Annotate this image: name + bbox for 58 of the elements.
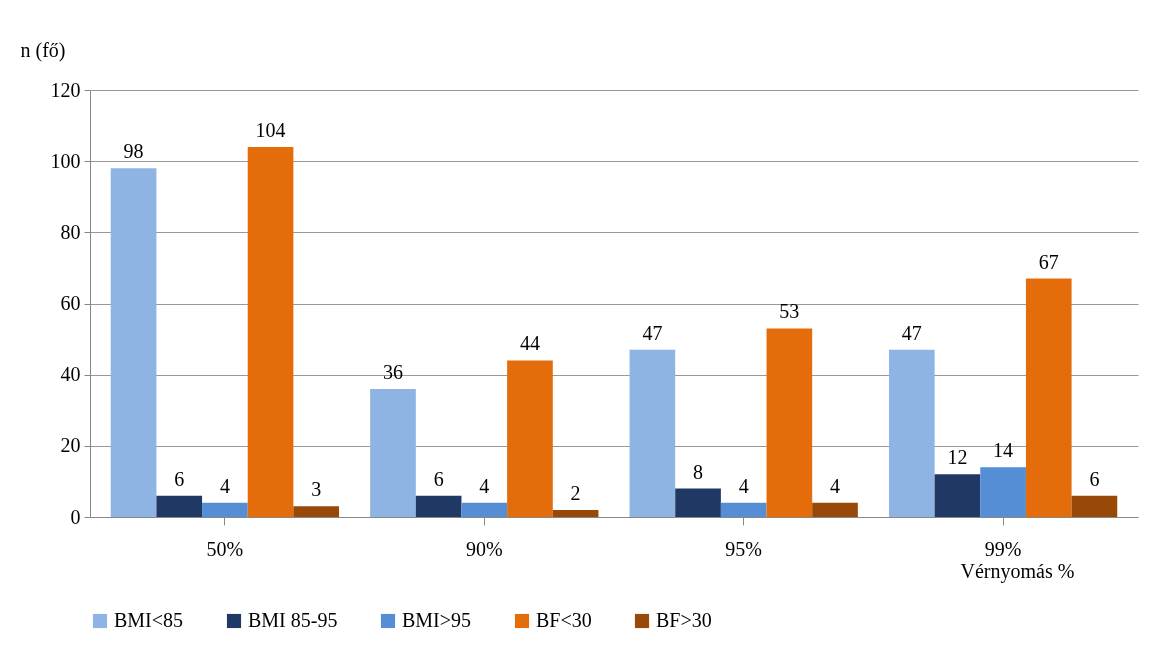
bar (934, 474, 981, 517)
legend-label: BMI 85-95 (248, 609, 338, 631)
data-label: 12 (947, 446, 968, 469)
bar (980, 467, 1026, 517)
bar (415, 495, 462, 517)
bar (888, 349, 935, 517)
data-label: 8 (693, 460, 704, 483)
legend-label: BMI<85 (114, 609, 184, 631)
bar (110, 168, 157, 517)
data-label: 4 (479, 474, 490, 497)
data-label: 104 (255, 118, 286, 141)
y-tick-label: 120 (50, 78, 81, 101)
bar (507, 360, 553, 517)
bar (629, 349, 676, 517)
x-axis-title: Vérnyomás % (960, 559, 1075, 583)
bar (370, 388, 416, 517)
data-label: 4 (830, 474, 841, 497)
y-tick-label: 0 (70, 505, 81, 528)
y-tick-label: 60 (60, 292, 81, 314)
bar (293, 506, 340, 517)
data-label: 4 (738, 474, 749, 497)
bar (812, 502, 858, 517)
bar (766, 328, 813, 517)
bar (1025, 278, 1072, 517)
data-label: 44 (519, 332, 540, 355)
x-tick-label: 50% (206, 537, 244, 560)
data-label: 4 (219, 474, 230, 497)
data-label: 47 (642, 321, 663, 344)
x-tick-label: 95% (725, 537, 763, 560)
legend-label: BF>30 (656, 609, 712, 631)
legend-label: BF<30 (536, 609, 592, 631)
legend-label: BMI>95 (402, 609, 472, 631)
data-label: 3 (311, 478, 322, 501)
bar (156, 495, 203, 517)
data-label: 2 (570, 481, 581, 504)
data-label: 6 (433, 467, 444, 490)
data-label: 6 (174, 467, 185, 490)
data-label: 14 (993, 439, 1014, 462)
bar (202, 502, 248, 517)
data-label: 53 (779, 300, 800, 323)
y-axis-title: n (fő) (20, 38, 66, 62)
data-label: 47 (901, 321, 922, 344)
bar (461, 502, 508, 517)
y-tick-label: 100 (50, 149, 81, 172)
y-tick-label: 40 (60, 363, 81, 386)
data-label: 67 (1038, 250, 1059, 273)
data-label: 36 (382, 360, 403, 383)
y-tick-label: 80 (60, 220, 81, 243)
bar (247, 146, 294, 517)
bar (720, 502, 767, 517)
bar (1071, 495, 1118, 517)
data-label: 6 (1089, 467, 1100, 490)
y-tick-label: 20 (60, 434, 81, 457)
bar (552, 509, 599, 517)
data-label: 98 (123, 140, 144, 163)
bar (675, 488, 721, 517)
x-tick-label: 90% (465, 537, 503, 560)
x-tick-label: 99% (984, 537, 1022, 560)
